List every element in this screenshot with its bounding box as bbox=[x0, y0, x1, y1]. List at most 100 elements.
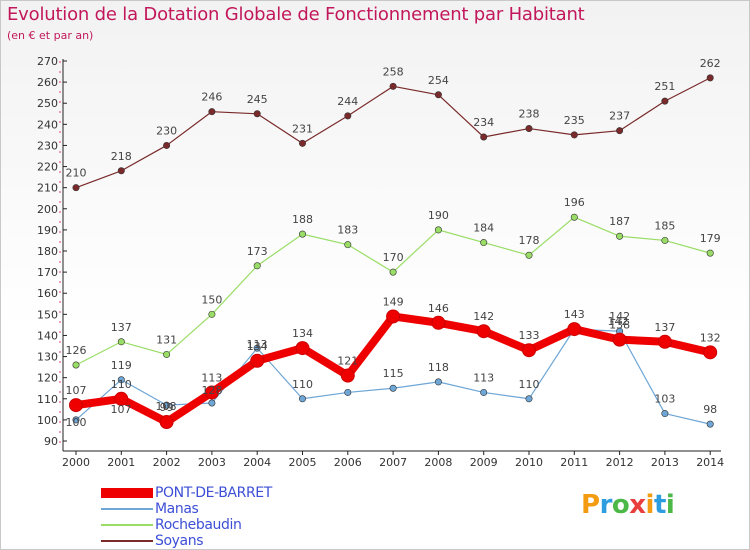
x-tick-label: 2014 bbox=[696, 456, 724, 469]
data-point-pont-de-barret bbox=[522, 343, 536, 358]
data-point-manas bbox=[706, 420, 714, 428]
data-label-pont-de-barret: 134 bbox=[292, 327, 313, 340]
data-point-manas bbox=[298, 395, 306, 403]
logo-letter-p: P bbox=[581, 490, 600, 520]
data-point-manas bbox=[525, 395, 533, 403]
data-point-rochebaudin bbox=[616, 232, 624, 240]
data-point-pont-de-barret bbox=[657, 334, 672, 349]
data-point-pont-de-barret bbox=[340, 368, 355, 383]
data-label-soyans: 246 bbox=[201, 91, 222, 104]
data-label-overlap: 142 bbox=[608, 315, 629, 328]
y-tick-label: 150 bbox=[37, 308, 58, 321]
data-label-manas: 119 bbox=[111, 359, 132, 372]
y-tick-label: 250 bbox=[37, 97, 58, 110]
y-tick-label: 130 bbox=[37, 351, 58, 364]
data-label-soyans: 230 bbox=[156, 124, 177, 137]
data-label-soyans: 238 bbox=[519, 108, 540, 121]
x-tick-label: 2012 bbox=[606, 456, 634, 469]
data-label-rochebaudin: 126 bbox=[66, 344, 87, 357]
data-point-soyans bbox=[434, 91, 442, 99]
data-label-pont-de-barret: 132 bbox=[700, 331, 721, 344]
data-point-pont-de-barret bbox=[431, 315, 446, 330]
data-point-rochebaudin bbox=[344, 241, 352, 249]
data-label-rochebaudin: 170 bbox=[383, 251, 404, 264]
data-point-soyans bbox=[253, 110, 261, 118]
data-point-pont-de-barret bbox=[295, 341, 310, 356]
data-point-rochebaudin bbox=[706, 249, 714, 257]
data-point-rochebaudin bbox=[72, 361, 80, 369]
data-label-overlap: 107 bbox=[111, 403, 132, 416]
data-point-soyans bbox=[208, 108, 216, 116]
y-tick-label: 200 bbox=[37, 203, 58, 216]
y-tick-label: 240 bbox=[37, 118, 58, 131]
x-tick-label: 2004 bbox=[243, 456, 271, 469]
data-label-soyans: 244 bbox=[337, 95, 358, 108]
legend-swatch-rochebaudin bbox=[101, 524, 153, 526]
data-label-soyans: 254 bbox=[428, 74, 449, 87]
y-tick-label: 190 bbox=[37, 224, 58, 237]
x-tick-label: 2000 bbox=[62, 456, 90, 469]
data-point-soyans bbox=[72, 184, 80, 192]
data-label-pont-de-barret: 149 bbox=[383, 295, 404, 308]
legend-label-manas: Manas bbox=[155, 501, 199, 517]
y-tick-label: 110 bbox=[37, 393, 58, 406]
x-tick-label: 2006 bbox=[334, 456, 362, 469]
data-point-pont-de-barret bbox=[612, 332, 627, 347]
x-tick-label: 2009 bbox=[470, 456, 498, 469]
data-label-overlap: 113 bbox=[247, 338, 268, 351]
data-point-manas bbox=[344, 388, 352, 396]
data-label-pont-de-barret: 143 bbox=[564, 308, 585, 321]
data-label-overlap: 108 bbox=[156, 400, 177, 413]
data-label-manas: 142 bbox=[609, 310, 630, 323]
data-label-manas: 98 bbox=[703, 403, 717, 416]
y-tick-label: 180 bbox=[37, 245, 58, 258]
data-label-pont-de-barret: 134 bbox=[247, 340, 268, 353]
data-point-rochebaudin bbox=[117, 338, 125, 346]
data-label-overlap: 128 bbox=[202, 384, 223, 397]
data-label-pont-de-barret: 113 bbox=[201, 371, 222, 384]
chart-subtitle: (en € et par an) bbox=[7, 29, 94, 42]
data-label-rochebaudin: 190 bbox=[428, 209, 449, 222]
data-label-overlap: 100 bbox=[66, 416, 87, 429]
x-tick-label: 2002 bbox=[153, 456, 181, 469]
y-tick-label: 270 bbox=[37, 55, 58, 68]
data-label-pont-de-barret: 142 bbox=[473, 310, 494, 323]
data-point-manas bbox=[117, 376, 125, 384]
data-point-pont-de-barret bbox=[159, 415, 174, 429]
data-label-soyans: 231 bbox=[292, 122, 313, 135]
legend-label-pont-de-barret: PONT-DE-BARRET bbox=[155, 485, 272, 501]
logo-letter-t: t bbox=[653, 490, 666, 520]
data-label-soyans: 258 bbox=[383, 65, 404, 78]
data-label-manas: 110 bbox=[519, 378, 540, 391]
data-point-soyans bbox=[480, 133, 488, 141]
data-point-rochebaudin bbox=[661, 236, 669, 244]
y-tick-label: 100 bbox=[37, 414, 58, 427]
data-point-soyans bbox=[616, 127, 624, 135]
data-label-manas: 115 bbox=[383, 367, 404, 380]
data-point-manas bbox=[163, 401, 171, 409]
y-tick-label: 140 bbox=[37, 329, 58, 342]
data-point-pont-de-barret bbox=[386, 309, 401, 324]
data-label-manas: 110 bbox=[292, 378, 313, 391]
data-point-rochebaudin bbox=[208, 310, 216, 318]
data-label-pont-de-barret: 146 bbox=[428, 302, 449, 315]
data-point-rochebaudin bbox=[163, 350, 171, 358]
data-label-soyans: 251 bbox=[654, 80, 675, 93]
x-tick-label: 2003 bbox=[198, 456, 226, 469]
x-tick-label: 2013 bbox=[651, 456, 679, 469]
data-point-soyans bbox=[163, 141, 171, 149]
data-point-rochebaudin bbox=[525, 251, 533, 259]
x-tick-label: 2010 bbox=[515, 456, 543, 469]
data-label-pont-de-barret: 99 bbox=[160, 401, 174, 414]
y-tick-label: 210 bbox=[37, 182, 58, 195]
data-label-soyans: 234 bbox=[473, 116, 494, 129]
data-label-pont-de-barret: 110 bbox=[111, 378, 132, 391]
data-point-soyans bbox=[525, 125, 533, 133]
data-label-rochebaudin: 150 bbox=[201, 293, 222, 306]
data-point-pont-de-barret bbox=[69, 398, 83, 413]
data-point-manas bbox=[208, 399, 216, 407]
data-point-manas bbox=[480, 388, 488, 396]
data-label-pont-de-barret: 121 bbox=[337, 355, 358, 368]
data-point-pont-de-barret bbox=[250, 353, 265, 368]
